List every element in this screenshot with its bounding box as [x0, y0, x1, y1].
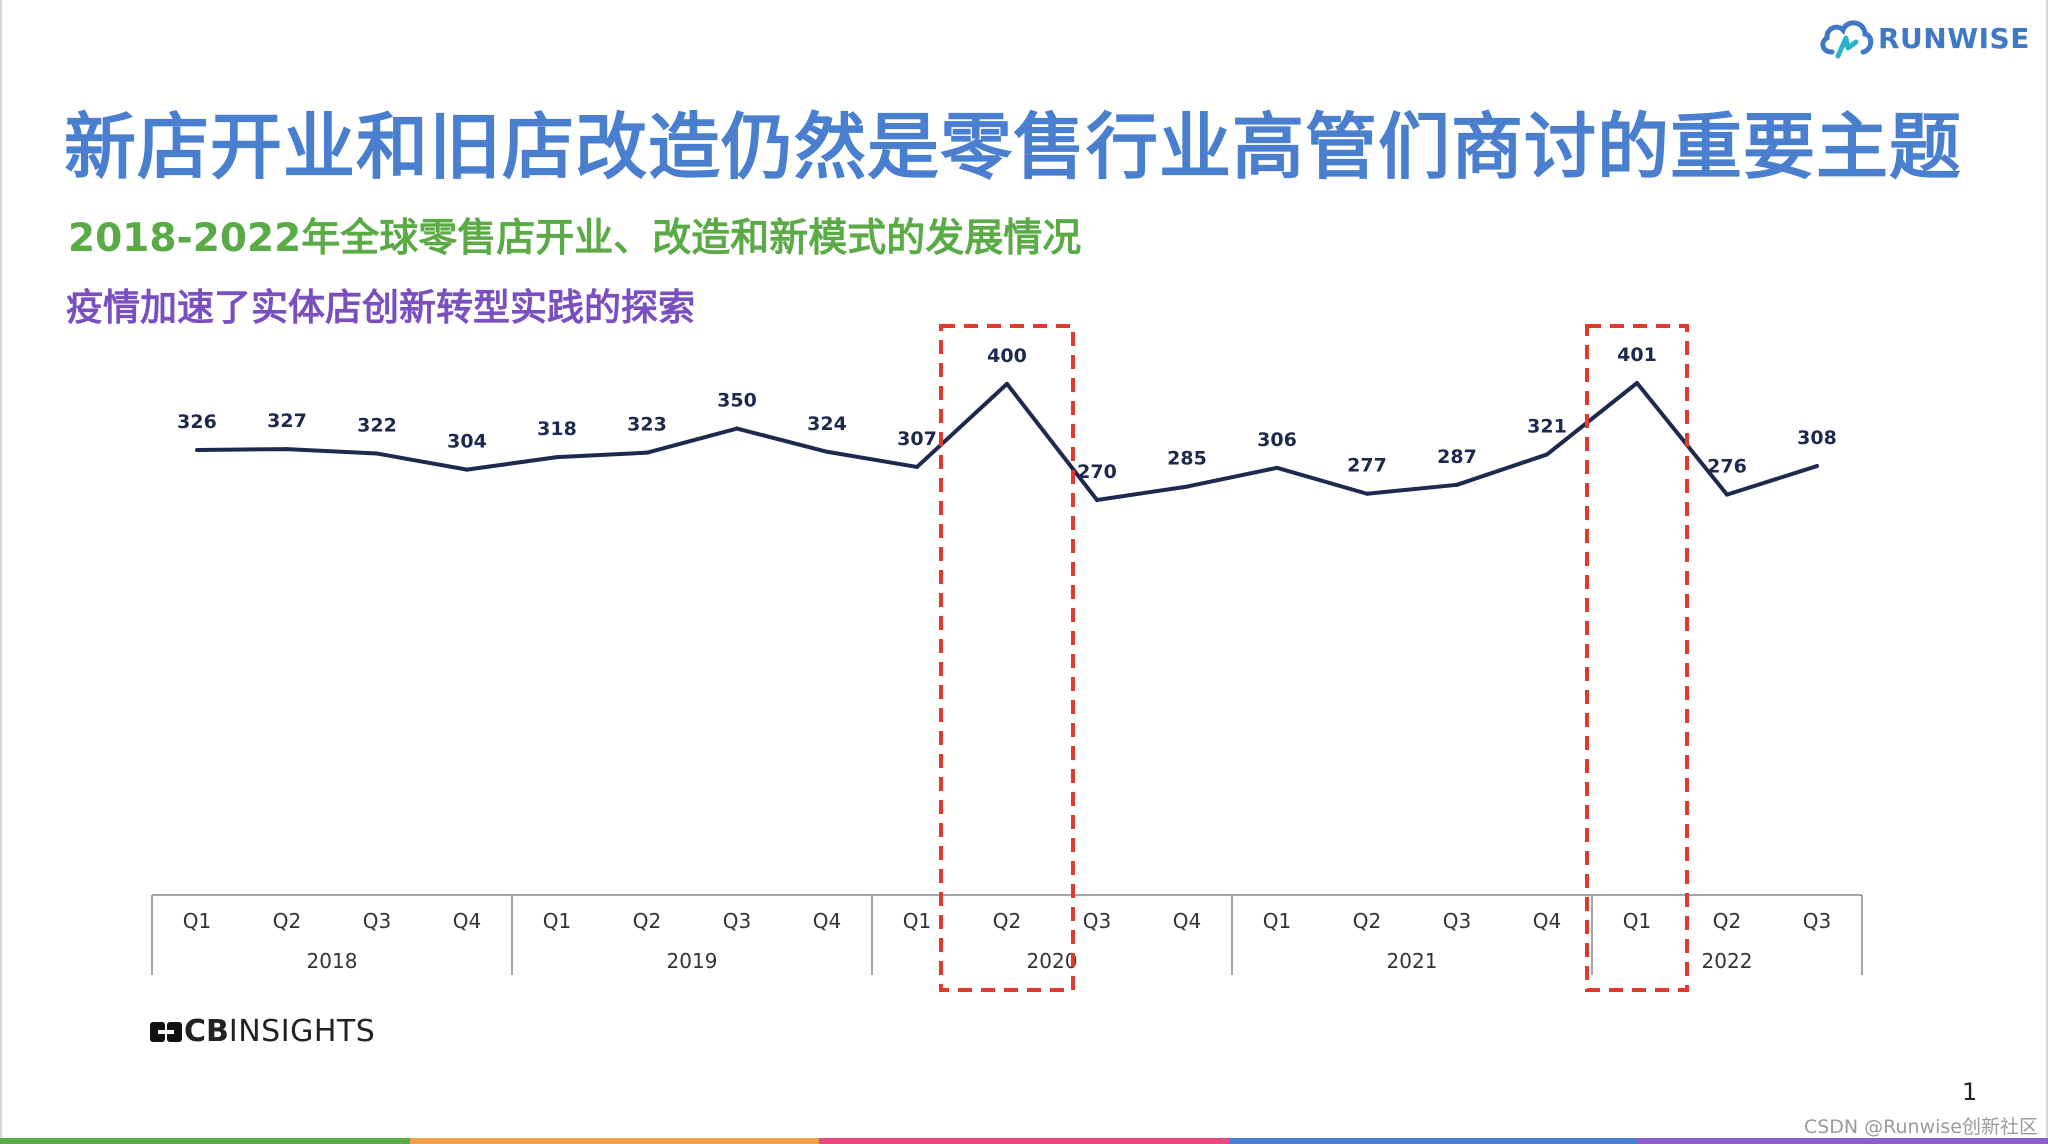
page-title: 新店开业和旧店改造仍然是零售行业高管们商讨的重要主题	[64, 105, 1963, 189]
bottom-bar-segment	[409, 1138, 820, 1144]
quarter-tick-label: Q1	[1623, 909, 1651, 933]
data-label: 322	[357, 415, 397, 437]
data-label: 350	[717, 390, 757, 412]
quarter-tick-label: Q3	[363, 909, 391, 933]
bottom-bar-segment	[1638, 1138, 2048, 1144]
year-label: 2022	[1702, 949, 1753, 973]
slide-border	[0, 0, 2, 1144]
data-point	[915, 464, 919, 469]
data-point	[825, 449, 829, 454]
data-point	[465, 467, 469, 472]
quarter-tick-label: Q3	[1803, 909, 1831, 933]
data-label: 307	[897, 428, 937, 450]
data-point	[1365, 491, 1369, 496]
quarter-tick-label: Q2	[1713, 909, 1741, 933]
data-label: 326	[177, 411, 217, 433]
data-label: 277	[1347, 455, 1387, 477]
data-label: 318	[537, 418, 577, 440]
year-label: 2019	[667, 949, 718, 973]
cb-logo-icon	[150, 1021, 182, 1042]
quarter-tick-label: Q1	[543, 909, 571, 933]
quarter-tick-label: Q2	[633, 909, 661, 933]
highlight-box	[1585, 324, 1689, 992]
year-label: 2021	[1387, 949, 1438, 973]
bottom-bar-segment	[819, 1138, 1229, 1144]
data-point	[1005, 381, 1009, 386]
data-label: 308	[1797, 427, 1837, 449]
quarter-tick-label: Q3	[723, 909, 751, 933]
quarter-tick-label: Q3	[1083, 909, 1111, 933]
quarter-tick-label: Q2	[273, 909, 301, 933]
highlight-box	[939, 324, 1075, 992]
data-point	[1545, 452, 1549, 457]
quarter-tick-label: Q4	[1533, 909, 1561, 933]
logo-text: RUNWISE	[1878, 21, 2030, 55]
data-label: 270	[1077, 461, 1117, 483]
quarter-tick-label: Q2	[993, 909, 1021, 933]
slide-border	[2046, 0, 2048, 1144]
source-brand-bold: CB	[184, 1014, 229, 1049]
data-point	[735, 426, 739, 431]
data-label: 327	[267, 410, 307, 432]
data-label: 306	[1257, 429, 1297, 451]
data-point	[1095, 498, 1099, 502]
quarter-tick-label: Q2	[1353, 909, 1381, 933]
quarter-tick-label: Q4	[813, 909, 841, 933]
insight-subtitle: 疫情加速了实体店创新转型实践的探索	[66, 286, 695, 329]
quarter-tick-label: Q3	[1443, 909, 1471, 933]
data-label: 321	[1527, 415, 1567, 437]
data-point	[1635, 381, 1639, 385]
year-label: 2018	[307, 949, 358, 973]
data-point	[195, 447, 199, 452]
quarter-tick-label: Q1	[1263, 909, 1291, 933]
data-point	[1455, 482, 1459, 487]
data-label: 324	[807, 413, 847, 435]
runwise-logo: RUNWISE	[1818, 16, 2030, 60]
source-credit: CB INSIGHTS	[150, 1014, 375, 1049]
data-point	[555, 455, 559, 460]
data-point	[1725, 492, 1729, 497]
data-point	[1275, 465, 1279, 470]
quarter-tick-label: Q1	[903, 909, 931, 933]
data-label: 276	[1707, 456, 1747, 478]
data-label: 304	[447, 431, 487, 453]
bottom-bar-segment	[0, 1138, 410, 1144]
year-label: 2020	[1027, 949, 1078, 973]
data-label: 287	[1437, 446, 1477, 468]
data-label: 400	[987, 345, 1027, 367]
data-point	[645, 450, 649, 455]
chart-subtitle: 2018-2022年全球零售店开业、改造和新模式的发展情况	[68, 216, 1082, 261]
data-label: 285	[1167, 448, 1207, 470]
data-label: 323	[627, 414, 667, 436]
data-point	[285, 447, 289, 452]
series-line	[196, 381, 1818, 502]
data-point	[375, 451, 379, 456]
bottom-bar-segment	[1228, 1138, 1639, 1144]
data-point	[1185, 484, 1189, 489]
quarter-tick-label: Q4	[1173, 909, 1201, 933]
source-brand-rest: INSIGHTS	[228, 1014, 376, 1049]
quarter-tick-label: Q1	[183, 909, 211, 933]
watermark: CSDN @Runwise创新社区	[1803, 1116, 2038, 1138]
quarter-tick-label: Q4	[453, 909, 481, 933]
page-number: 1	[1962, 1078, 1978, 1106]
bottom-color-bar	[0, 1138, 2048, 1144]
data-label: 401	[1617, 344, 1657, 366]
cloud-logo-icon	[1820, 20, 1874, 59]
data-point	[1815, 464, 1819, 469]
